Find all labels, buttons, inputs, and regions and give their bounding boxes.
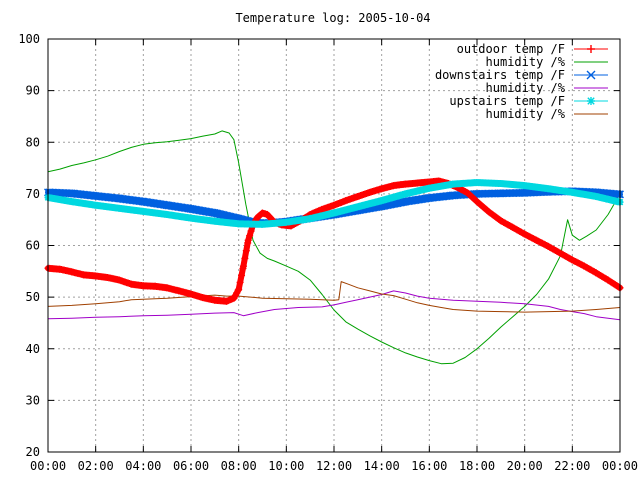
x-tick-label: 02:00 [78,459,114,473]
grid [48,39,620,452]
data-point [587,97,595,105]
legend-label: outdoor temp /F [457,42,565,56]
data-point [246,232,254,240]
plot-area [44,130,624,365]
series-line [47,290,621,321]
data-point [244,236,252,244]
series-0 [44,177,624,305]
x-tick-label: 10:00 [268,459,304,473]
series-5 [47,281,621,313]
legend-label: upstairs temp /F [449,94,565,108]
data-point [238,271,246,279]
y-tick-label: 100 [18,32,40,46]
axes: 20 30 40 50 60 70 80 90 100 00:00 02:00 04:00 06:00 0… [18,32,638,473]
series-line [47,130,621,365]
y-tick-label: 60 [26,239,40,253]
series-1 [47,130,621,365]
x-tick-label: 20:00 [507,459,543,473]
x-tick-label: 18:00 [459,459,495,473]
y-tick-label: 70 [26,187,40,201]
x-tick-label: 08:00 [221,459,257,473]
legend-item: upstairs temp /F [449,94,608,108]
legend-item: downstairs temp /F [435,68,608,82]
data-point [586,70,596,80]
x-tick-label: 12:00 [316,459,352,473]
legend-label: humidity /% [486,55,566,69]
y-tick-label: 30 [26,393,40,407]
data-point [235,285,243,293]
x-tick-label: 00:00 [30,459,66,473]
y-tick-label: 90 [26,84,40,98]
legend-item: outdoor temp /F [457,42,608,56]
y-tick-label: 50 [26,290,40,304]
y-tick-label: 20 [26,445,40,459]
x-tick-label: 00:00 [602,459,638,473]
series-line [47,281,621,313]
x-tick-label: 14:00 [364,459,400,473]
data-point [587,45,595,53]
x-tick-label: 06:00 [173,459,209,473]
series-4 [44,179,624,228]
y-tick-label: 80 [26,135,40,149]
legend-item: humidity /% [486,55,608,69]
data-point [247,227,255,235]
data-point [241,254,249,262]
legend-label: humidity /% [486,81,566,95]
data-point [236,278,244,286]
y-tick-label: 40 [26,342,40,356]
x-tick-label: 04:00 [125,459,161,473]
data-point [239,262,247,270]
data-point [242,247,250,255]
x-tick-label: 22:00 [554,459,590,473]
legend-item: humidity /% [486,81,608,95]
legend-label: humidity /% [486,107,566,121]
legend-item: humidity /% [486,107,608,121]
legend-label: downstairs temp /F [435,68,565,82]
plot-frame [47,38,621,453]
series-3 [47,290,621,321]
x-tick-label: 16:00 [411,459,447,473]
chart-title: Temperature log: 2005-10-04 [235,11,430,25]
